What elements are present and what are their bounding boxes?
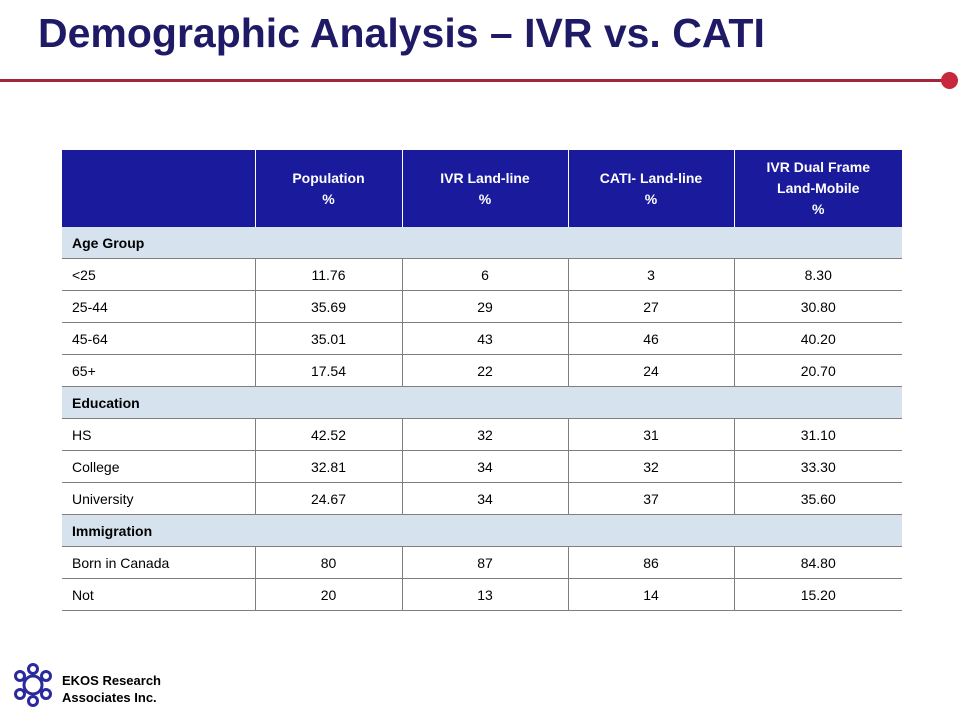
column-header: IVR Land-line%: [402, 150, 569, 227]
table-cell: 20.70: [734, 354, 902, 387]
table-cell: 35.01: [255, 322, 403, 355]
table-row: Born in Canada 80 87 86 84.80: [62, 546, 902, 579]
table-row: University 24.67 34 37 35.60: [62, 482, 902, 515]
title-divider-dot: [941, 72, 958, 89]
page-title: Demographic Analysis – IVR vs. CATI: [38, 10, 765, 56]
table-header: Population% IVR Land-line% CATI- Land-line…: [62, 150, 902, 227]
row-label: College: [62, 450, 256, 483]
table-row: HS 42.52 32 31 31.10: [62, 418, 902, 451]
table-row: 25-44 35.69 29 27 30.80: [62, 290, 902, 323]
table-cell: 30.80: [734, 290, 902, 323]
section-label: Age Group: [62, 227, 902, 259]
table-cell: 20: [255, 578, 403, 611]
table-body: Age Group <25 11.76 6 3 8.30 25-44 35.69 29 27 30.…: [62, 227, 902, 611]
table-cell: 31: [568, 418, 735, 451]
table-cell: 15.20: [734, 578, 902, 611]
table-row: 65+ 17.54 22 24 20.70: [62, 354, 902, 387]
table-cell: 24.67: [255, 482, 403, 515]
column-header-line: %: [644, 190, 658, 207]
table-cell: 84.80: [734, 546, 902, 579]
column-header-line: IVR Dual Frame: [766, 159, 870, 175]
section-row: Age Group: [62, 227, 902, 259]
column-header-line: Population: [292, 169, 365, 186]
column-header: IVR Dual Frame Land-Mobile%: [734, 150, 902, 227]
table-cell: 42.52: [255, 418, 403, 451]
table-row: <25 11.76 6 3 8.30: [62, 258, 902, 291]
table-cell: 17.54: [255, 354, 403, 387]
table-cell: 29: [402, 290, 569, 323]
row-label: 25-44: [62, 290, 256, 323]
table-row: College 32.81 34 32 33.30: [62, 450, 902, 483]
row-label: 45-64: [62, 322, 256, 355]
table-cell: 87: [402, 546, 569, 579]
table-cell: 6: [402, 258, 569, 291]
column-header-line: %: [812, 201, 825, 217]
table-header-row: Population% IVR Land-line% CATI- Land-line…: [62, 150, 902, 227]
column-header-line: IVR Land-line: [440, 169, 530, 186]
section-label: Education: [62, 386, 902, 419]
column-header-line: %: [322, 190, 335, 207]
company-name-line1: EKOS Research: [62, 673, 161, 688]
table-cell: 35.69: [255, 290, 403, 323]
column-header: Population%: [255, 150, 403, 227]
table-cell: 24: [568, 354, 735, 387]
demographic-table: Population% IVR Land-line% CATI- Land-line…: [62, 150, 902, 611]
column-header-line: %: [478, 190, 492, 207]
table-cell: 8.30: [734, 258, 902, 291]
table-cell: 37: [568, 482, 735, 515]
table-cell: 34: [402, 450, 569, 483]
row-label: <25: [62, 258, 256, 291]
company-name-line2: Associates Inc.: [62, 690, 157, 705]
table-cell: 40.20: [734, 322, 902, 355]
table-cell: 86: [568, 546, 735, 579]
table-cell: 32: [568, 450, 735, 483]
table-cell: 35.60: [734, 482, 902, 515]
table-cell: 13: [402, 578, 569, 611]
table-row: Not 20 13 14 15.20: [62, 578, 902, 611]
row-label: University: [62, 482, 256, 515]
column-header: CATI- Land-line%: [568, 150, 735, 227]
table-cell: 14: [568, 578, 735, 611]
column-header-line: Land-Mobile: [777, 180, 860, 196]
row-label: HS: [62, 418, 256, 451]
table-cell: 31.10: [734, 418, 902, 451]
table-cell: 46: [568, 322, 735, 355]
column-header: [62, 150, 256, 227]
table-row: 45-64 35.01 43 46 40.20: [62, 322, 902, 355]
section-row: Education: [62, 386, 902, 419]
table-cell: 32: [402, 418, 569, 451]
ekos-logo-icon: [14, 663, 52, 707]
table-cell: 22: [402, 354, 569, 387]
section-label: Immigration: [62, 514, 902, 547]
title-divider: [0, 79, 948, 82]
table-cell: 11.76: [255, 258, 403, 291]
table-cell: 32.81: [255, 450, 403, 483]
row-label: Not: [62, 578, 256, 611]
table-cell: 27: [568, 290, 735, 323]
table-cell: 43: [402, 322, 569, 355]
company-name: EKOS Research Associates Inc.: [62, 672, 161, 706]
table-cell: 80: [255, 546, 403, 579]
row-label: 65+: [62, 354, 256, 387]
table-cell: 33.30: [734, 450, 902, 483]
table-cell: 3: [568, 258, 735, 291]
table-cell: 34: [402, 482, 569, 515]
row-label: Born in Canada: [62, 546, 256, 579]
column-header-line: CATI- Land-line: [599, 169, 703, 186]
section-row: Immigration: [62, 514, 902, 547]
